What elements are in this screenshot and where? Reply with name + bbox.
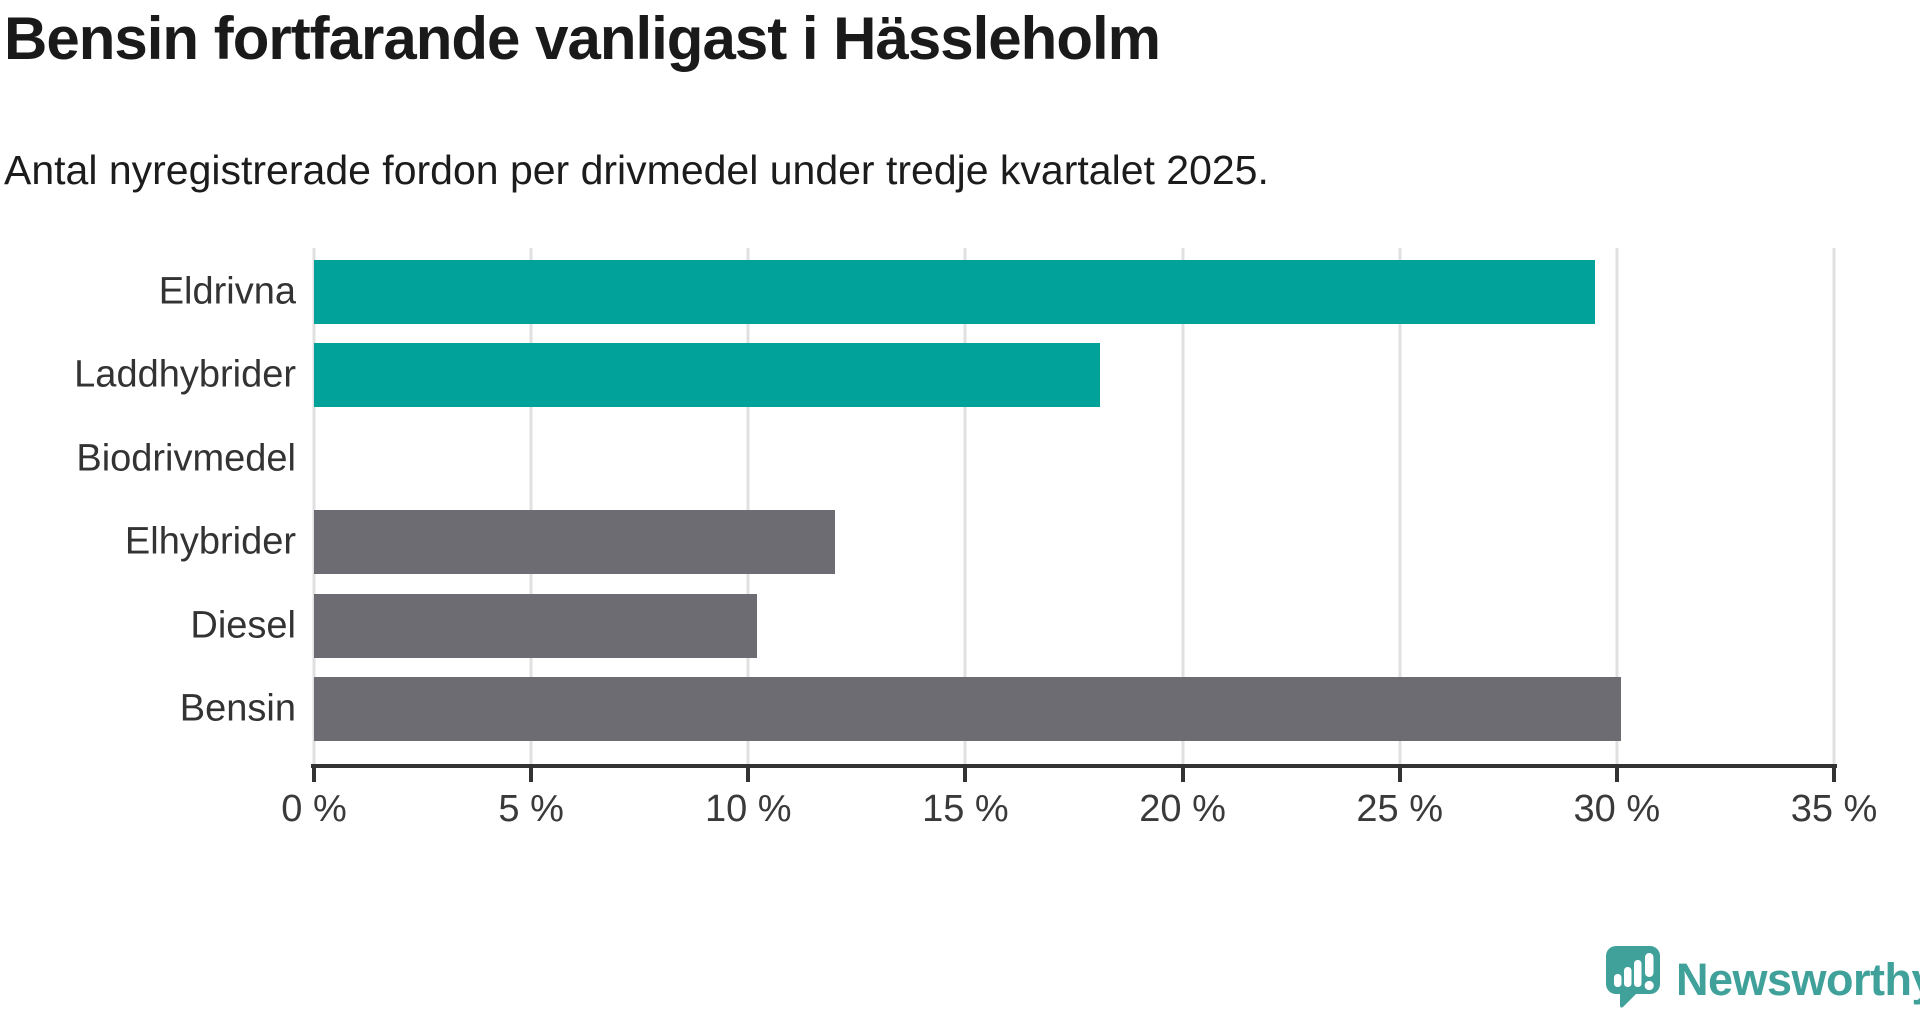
category-label-laddhybrider: Laddhybrider: [74, 353, 296, 396]
bar-elhybrider: [314, 510, 836, 575]
x-tick-0%: [312, 768, 316, 782]
x-tick-25%: [1397, 768, 1402, 782]
gridline-30%: [1615, 248, 1619, 766]
x-tick-label-30%: 30 %: [1573, 788, 1661, 830]
gridline-15%: [963, 248, 967, 766]
x-tick-15%: [963, 768, 968, 782]
gridline-35%: [1832, 248, 1836, 766]
newsworthy-logo-text: Newsworthy: [1676, 953, 1920, 1005]
x-tick-label-35%: 35 %: [1790, 788, 1878, 830]
bar-laddhybrider: [314, 343, 1101, 408]
x-tick-label-15%: 15 %: [922, 788, 1009, 830]
category-label-eldrivna: Eldrivna: [158, 270, 296, 313]
x-tick-label-20%: 20 %: [1139, 788, 1226, 830]
x-tick-20%: [1180, 768, 1185, 782]
x-axis-line: [311, 764, 1837, 768]
bar-diesel: [314, 593, 757, 658]
x-tick-5%: [529, 768, 534, 782]
category-label-bensin: Bensin: [179, 687, 296, 730]
gridline-10%: [746, 248, 750, 766]
x-tick-label-5%: 5 %: [498, 788, 564, 830]
gridline-20%: [1181, 248, 1185, 766]
category-label-biodrivmedel: Biodrivmedel: [76, 437, 296, 480]
x-tick-label-25%: 25 %: [1356, 788, 1444, 830]
bar-eldrivna: [314, 260, 1596, 324]
category-label-elhybrider: Elhybrider: [124, 520, 296, 563]
x-tick-label-10%: 10 %: [704, 788, 792, 830]
x-tick-10%: [746, 768, 751, 782]
category-label-diesel: Diesel: [190, 604, 296, 647]
bar-bensin: [314, 677, 1622, 741]
x-tick-30%: [1614, 768, 1619, 782]
newsworthy-logo: Newsworthy: [1604, 944, 1920, 1010]
newsworthy-logo-icon: [1604, 944, 1662, 1010]
chart-title: Bensin fortfarande vanligast i Hässlehol…: [4, 5, 1161, 72]
gridline-0%: [312, 248, 316, 766]
x-tick-35%: [1832, 768, 1836, 782]
gridline-25%: [1398, 248, 1402, 766]
chart-subtitle: Antal nyregistrerade fordon per drivmede…: [4, 147, 1269, 193]
x-tick-label-0%: 0 %: [281, 788, 347, 830]
gridline-5%: [529, 248, 533, 766]
